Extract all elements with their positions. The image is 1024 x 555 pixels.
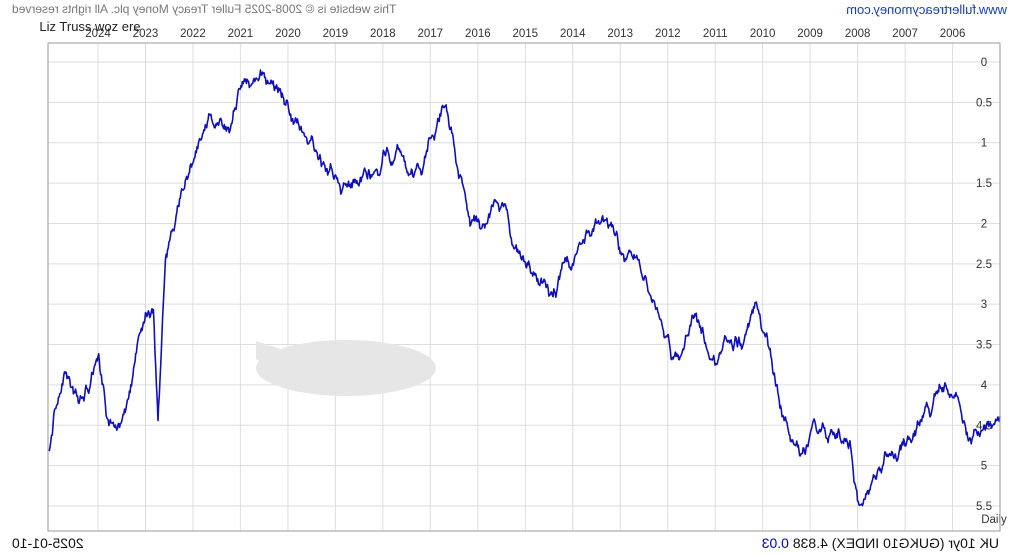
annotation-bubble [256, 340, 436, 396]
y-tick-label: 1.5 [976, 178, 992, 190]
annotation-text: Liz Truss woz ere [39, 19, 141, 34]
annotation-shape [256, 340, 436, 396]
y-tick-label: 5 [981, 461, 987, 473]
x-tick-label: 2015 [513, 28, 539, 40]
x-tick-label: 2016 [465, 28, 491, 40]
y-tick-label: 5.5 [976, 501, 992, 513]
y-tick-label: 3 [981, 299, 987, 311]
instrument-label: UK 10yr (GUKG10 INDEX) 4.838 0.03 [762, 535, 999, 551]
y-tick-label: 3.5 [976, 340, 992, 352]
y-tick-label: 2.5 [976, 259, 992, 271]
x-tick-label: 2017 [417, 28, 443, 40]
series-line [48, 69, 1001, 507]
x-tick-label: 2013 [607, 28, 633, 40]
y-tick-label: 4 [981, 380, 988, 392]
change-value: 0.03 [761, 535, 789, 551]
x-tick-label: 2006 [940, 28, 966, 40]
instrument-name: UK 10yr (GUKG10 INDEX) 4.838 [792, 535, 999, 551]
x-tick-label: 2020 [275, 28, 301, 40]
x-tick-label: 2023 [133, 28, 159, 40]
x-tick-label: 2008 [845, 28, 871, 40]
x-tick-label: 2012 [655, 28, 681, 40]
x-tick-label: 2018 [370, 28, 396, 40]
y-tick-label: 1 [981, 138, 987, 150]
y-tick-label: 2 [981, 218, 987, 230]
y-tick-label: 0.5 [976, 97, 992, 109]
x-tick-label: 2009 [797, 28, 823, 40]
x-tick-label: 2014 [560, 28, 586, 40]
plot-frame [47, 42, 1001, 532]
as-of-date: 2025-01-10 [12, 535, 84, 551]
y-tick-label: 0 [981, 57, 987, 69]
x-tick-label: 2010 [750, 28, 776, 40]
annotation-ellipse [256, 340, 436, 396]
x-tick-label: 2019 [323, 28, 349, 40]
grid-layer [48, 43, 1000, 531]
x-tick-label: 2024 [85, 28, 111, 40]
tick-layer: 00.511.522.533.544.555.52006200720082009… [85, 28, 1007, 526]
x-tick-label: 2007 [892, 28, 918, 40]
x-tick-label: 2011 [703, 28, 728, 40]
frequency-label: Daily [981, 514, 1007, 526]
x-tick-label: 2021 [228, 28, 254, 40]
x-tick-label: 2022 [180, 28, 206, 40]
